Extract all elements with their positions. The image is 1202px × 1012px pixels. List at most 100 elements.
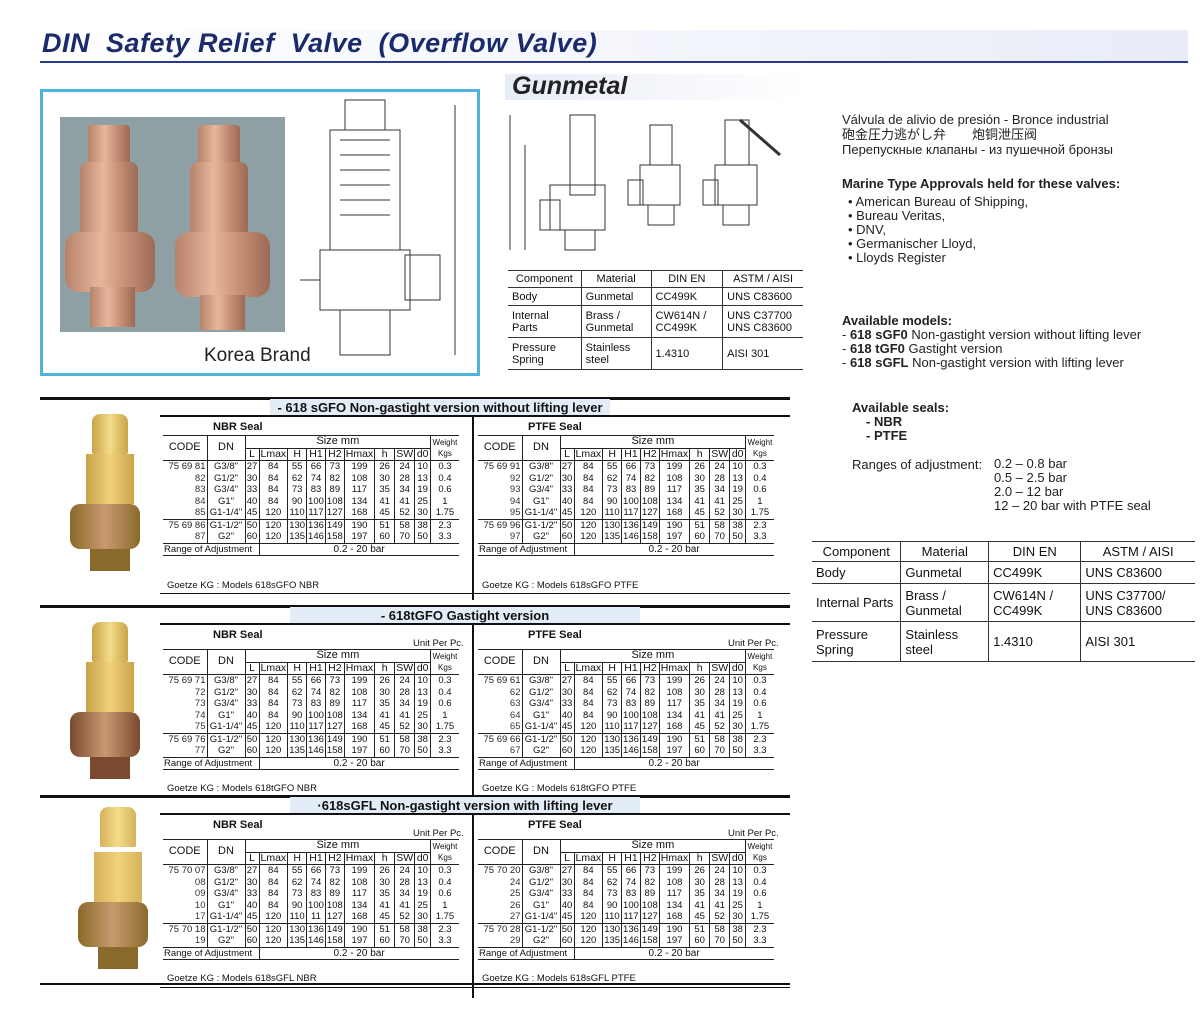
value-cell: 28	[394, 686, 415, 698]
value-cell: 168	[658, 507, 690, 520]
ranges-label: Ranges of adjustment:	[852, 457, 983, 472]
value-cell: 197	[658, 935, 690, 948]
seal-item: - PTFE	[866, 428, 908, 443]
value-cell: 19	[729, 698, 746, 710]
value-cell: 30	[244, 686, 259, 698]
materials-header-cell: Component	[812, 541, 901, 562]
value-cell: 120	[258, 519, 288, 531]
value-cell: 35	[689, 888, 710, 900]
size-col-header: h	[374, 661, 395, 675]
size-col-header: Lmax	[258, 447, 288, 461]
value-cell: 58	[394, 519, 415, 531]
section-divider	[472, 623, 474, 808]
value-cell: 0.4	[430, 876, 459, 888]
value-cell: 82	[324, 686, 345, 698]
value-cell: 34	[394, 888, 415, 900]
value-cell: 24	[709, 674, 730, 687]
value-cell: 30	[374, 686, 395, 698]
value-cell: 90	[287, 495, 307, 507]
value-cell: 60	[689, 935, 710, 948]
code-cell: 08	[194, 876, 206, 888]
code-cell: 62	[509, 686, 521, 698]
value-cell: 1	[745, 709, 774, 721]
materials-header-cell: ASTM / AISI	[1080, 541, 1195, 562]
value-cell: 1.75	[745, 721, 774, 734]
materials-row: Pressure Spring Stainless steel 1.4310 AISI…	[508, 337, 803, 370]
value-cell: 34	[394, 698, 415, 710]
value-cell: 30	[729, 911, 746, 924]
value-cell: 38	[414, 519, 431, 531]
model-code: 618 sGFL	[849, 355, 909, 370]
value-cell: 24	[709, 460, 730, 473]
table-row: 75 G1-1/4" 45 120 110 117 127 168 45 52 30 1.75	[163, 721, 459, 734]
materials-table-right: Component Material DIN EN ASTM / AISI Body Gu…	[812, 541, 1195, 662]
table-row: 65 G1-1/4" 45 120 110 117 127 168 45 52 30 1.75	[478, 721, 774, 734]
table-row: 97 G2" 60 120 135 146 158 197 60 70 50 3.3	[478, 531, 774, 544]
value-cell: 58	[394, 923, 415, 935]
value-cell: 120	[573, 935, 603, 948]
table-row: 92 G1/2" 30 84 62 74 82 108 30 28 13 0.4	[478, 472, 774, 484]
value-cell: 0.3	[430, 864, 459, 877]
value-cell: 134	[658, 709, 690, 721]
size-col-header: L	[244, 661, 259, 675]
value-cell: 41	[709, 899, 730, 911]
dn-cell: G1"	[521, 709, 560, 721]
value-cell: 0.4	[745, 472, 774, 484]
value-cell: 0.6	[430, 698, 459, 710]
materials-header-cell: ASTM / AISI	[722, 270, 803, 288]
value-cell: 73	[324, 674, 345, 687]
value-cell: 30	[689, 876, 710, 888]
value-cell: 50	[244, 519, 259, 531]
code-cell: 72	[194, 686, 206, 698]
dn-cell: G1"	[521, 899, 560, 911]
seal-name: NBR	[873, 414, 903, 429]
value-cell: 2.3	[430, 519, 459, 531]
weight-header: Weight Kgs	[745, 839, 774, 865]
value-cell: 84	[573, 686, 603, 698]
value-cell: 100	[621, 899, 641, 911]
value-cell: 2.3	[745, 733, 774, 745]
code-cell: 75 69 71	[168, 675, 206, 686]
value-cell: 26	[689, 674, 710, 687]
value-cell: 62	[287, 876, 307, 888]
table-row: 84 G1" 40 84 90 100 108 134 41 41 25 1	[163, 495, 459, 507]
range-value: 0.2 - 20 bar	[573, 543, 774, 556]
materials-row: Body Gunmetal CC499K UNS C83600	[812, 561, 1195, 584]
size-col-header: d0	[414, 447, 431, 461]
value-cell: 60	[244, 935, 259, 948]
range-item: 0.5 – 2.5 bar	[994, 470, 1067, 485]
code-cell: 75 70 07	[168, 865, 206, 876]
value-cell: 38	[729, 519, 746, 531]
value-cell: 199	[343, 864, 375, 877]
value-cell: 146	[306, 935, 326, 948]
value-cell: 41	[709, 709, 730, 721]
seal-name: PTFE	[873, 428, 908, 443]
table-row: 75 70 07 G3/8" 27 84 55 66 73 199 26 24 10 0.3	[163, 864, 459, 877]
unit-label: Unit Per Pc.	[728, 828, 779, 839]
size-table: CODE DN Size mm Weight Kgs L Lmax H H1 H2 Hmax h SW…	[163, 839, 459, 960]
range-item: 12 – 20 bar with PTFE seal	[994, 498, 1151, 513]
value-cell: 100	[306, 899, 326, 911]
value-cell: 130	[602, 519, 622, 531]
value-cell: 50	[414, 531, 431, 544]
valve-photo	[60, 117, 285, 332]
value-cell: 62	[602, 472, 622, 484]
section-rule	[40, 397, 790, 400]
value-cell: 117	[621, 721, 641, 734]
value-cell: 13	[729, 472, 746, 484]
value-cell: 117	[658, 888, 690, 900]
value-cell: 117	[306, 721, 326, 734]
value-cell: 30	[244, 876, 259, 888]
value-cell: 1.75	[430, 721, 459, 734]
dn-cell: G1/2"	[206, 686, 245, 698]
value-cell: 0.3	[430, 674, 459, 687]
value-cell: 66	[306, 674, 326, 687]
range-item: 0.2 – 0.8 bar	[994, 456, 1067, 471]
value-cell: 197	[658, 531, 690, 544]
value-cell: 127	[639, 721, 660, 734]
value-cell: 108	[658, 876, 690, 888]
value-cell: 26	[374, 674, 395, 687]
value-cell: 0.6	[430, 888, 459, 900]
value-cell: 117	[658, 698, 690, 710]
value-cell: 83	[306, 888, 326, 900]
